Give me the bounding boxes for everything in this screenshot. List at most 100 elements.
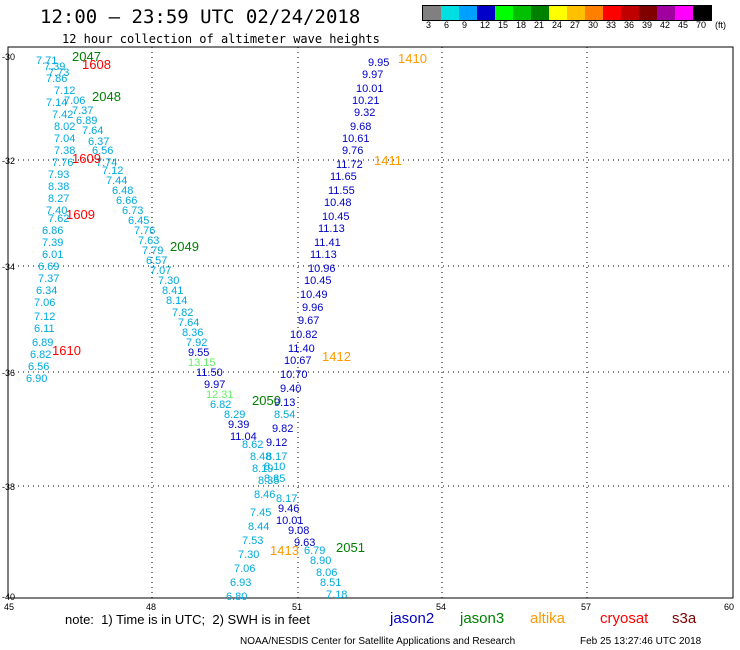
wave-height-value: 6.66 (116, 195, 138, 207)
wave-height-value: 7.04 (54, 133, 76, 145)
latitude-tick: -30 (2, 52, 16, 62)
wave-height-value: 9.68 (350, 121, 372, 133)
wave-height-value: 8.62 (242, 439, 264, 451)
pass-number: 1410 (398, 51, 427, 66)
wave-height-value: 11.40 (288, 343, 315, 355)
wave-height-value: 7.62 (48, 213, 70, 225)
wave-height-value: 11.13 (310, 249, 337, 261)
wave-height-value: 8.48 (250, 451, 272, 463)
wave-height-value: 7.93 (48, 169, 70, 181)
wave-height-value: 10.48 (324, 197, 352, 209)
wave-height-value: 7.64 (178, 317, 200, 329)
wave-height-value: 6.45 (128, 215, 150, 227)
wave-height-value: 6.69 (38, 261, 60, 273)
wave-height-value: 7.42 (52, 109, 74, 121)
map-border (7, 46, 734, 599)
wave-height-value: 11.65 (330, 171, 357, 183)
wave-height-value: 10.21 (352, 95, 380, 107)
wave-height-value: 7.39 (42, 237, 64, 249)
color-swatch (675, 6, 693, 20)
wave-height-value: 7.76 (52, 157, 74, 169)
wave-height-value: 10.01 (356, 83, 384, 95)
color-scale-label: 42 (660, 20, 671, 30)
wave-height-value: 6.01 (42, 249, 64, 261)
color-scale-label: 70 (696, 20, 707, 30)
wave-height-value: 7.37 (38, 273, 60, 285)
color-scale-label: 21 (534, 20, 545, 30)
wave-height-value: 7.37 (72, 105, 94, 117)
wave-height-value: 8.02 (54, 121, 76, 133)
wave-height-value: 6.57 (146, 255, 168, 267)
color-scale-label: 6 (444, 20, 450, 30)
color-scale-label: 36 (624, 20, 635, 30)
pass-number: 1609 (72, 151, 101, 166)
color-scale-label: 12 (480, 20, 491, 30)
wave-height-value: 9.12 (266, 437, 288, 449)
wave-height-value: 7.12 (34, 311, 56, 323)
wave-height-value: 8.17 (266, 451, 288, 463)
wave-height-value: 6.82 (30, 349, 52, 361)
longitude-tick: 45 (4, 602, 15, 612)
wave-height-value: 7.06 (64, 95, 86, 107)
wave-height-value: 9.95 (368, 57, 390, 69)
latitude-tick: -32 (2, 156, 16, 166)
wave-height-value: 8.54 (274, 409, 296, 421)
color-swatch (693, 6, 711, 20)
wave-height-value: 7.79 (142, 245, 164, 257)
wave-height-value: 6.93 (230, 577, 252, 589)
satellite-legend-item: cryosat (600, 610, 649, 627)
wave-height-value: 8.17 (276, 493, 298, 505)
wave-height-value: 7.82 (172, 307, 194, 319)
wave-height-value: 6.34 (36, 285, 58, 297)
wave-height-value: 7.06 (234, 563, 256, 575)
wave-height-value: 6.89 (76, 115, 98, 127)
wave-height-value: 11.04 (230, 431, 257, 443)
wave-height-value: 7.45 (250, 507, 272, 519)
wave-height-value: 8.36 (182, 327, 204, 339)
satellite-legend-item: jason3 (460, 610, 505, 627)
wave-height-value: 11.72 (336, 159, 363, 171)
color-swatch (603, 6, 621, 20)
wave-height-value: 13.15 (188, 357, 216, 369)
color-swatch (459, 6, 477, 20)
wave-height-value: 9.97 (204, 379, 226, 391)
credit-line: NOAA/NESDIS Center for Satellite Applica… (240, 636, 516, 647)
wave-height-value: 6.79 (304, 545, 326, 557)
wave-height-value: 8.10 (264, 461, 286, 473)
pass-number: 2049 (170, 239, 199, 254)
wave-height-value: 9.40 (280, 383, 302, 395)
wave-height-value: 9.82 (272, 423, 294, 435)
color-swatch (567, 6, 585, 20)
wave-height-value: 7.92 (186, 337, 208, 349)
latitude-tick: -38 (2, 482, 16, 492)
color-swatch (423, 6, 441, 20)
wave-height-value: 8.38 (48, 181, 70, 193)
wave-height-value: 10.82 (290, 329, 318, 341)
footer-note: note: 1) Time is in UTC; 2) SWH is in fe… (65, 612, 310, 627)
color-scale-label: 18 (516, 20, 527, 30)
wave-height-value: 10.70 (280, 369, 308, 381)
color-scale-label: 15 (498, 20, 509, 30)
wave-height-value: 7.06 (34, 297, 56, 309)
longitude-tick: 57 (581, 602, 592, 612)
wave-height-value: 9.67 (298, 315, 320, 327)
color-scale-label: 24 (552, 20, 563, 30)
color-swatch (585, 6, 603, 20)
wave-height-value: 9.08 (288, 525, 310, 537)
chart-title: 12:00 – 23:59 UTC 02/24/2018 (40, 6, 361, 28)
wave-height-value: 9.55 (188, 347, 210, 359)
wave-height-value: 9.39 (228, 419, 250, 431)
wave-height-value: 9.63 (294, 537, 316, 549)
wave-height-value: 7.74 (96, 157, 118, 169)
color-scale-bar (422, 5, 712, 21)
color-scale-label: (ft) (715, 20, 726, 30)
wave-height-value: 7.86 (46, 73, 68, 85)
wave-height-value: 10.96 (308, 263, 336, 275)
wave-height-value: 7.30 (238, 549, 260, 561)
color-scale-label: 33 (606, 20, 617, 30)
pass-number: 2047 (72, 49, 101, 64)
color-swatch (657, 6, 675, 20)
color-scale-label: 3 (426, 20, 432, 30)
color-scale-label: 45 (678, 20, 689, 30)
color-scale-labels: 3 6 9 12 15 18 21 24 27 30 33 36 39 42 45 70 (ft) (422, 20, 732, 34)
